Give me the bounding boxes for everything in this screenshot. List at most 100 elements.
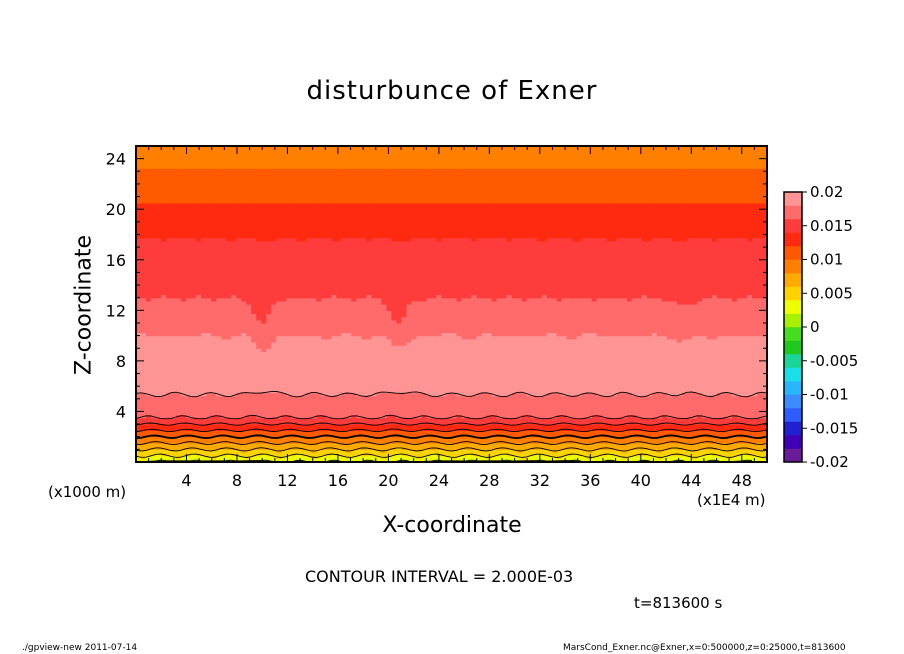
field-cell [256, 395, 262, 400]
field-cell [476, 389, 483, 394]
field-cell [671, 392, 678, 397]
field-cell [751, 439, 758, 444]
field-cell [446, 420, 453, 425]
field-cell [496, 414, 503, 419]
field-cell [736, 386, 743, 390]
field-cell [681, 395, 688, 400]
field-cell [161, 446, 167, 450]
field-cell [241, 427, 247, 431]
field-cell [191, 383, 197, 387]
field-cell [551, 373, 558, 378]
field-cell [696, 458, 703, 463]
field-cell [406, 367, 413, 371]
field-cell [156, 392, 162, 397]
field-cell [266, 367, 272, 371]
field-cell [271, 420, 277, 425]
field-cell [366, 373, 372, 378]
field-cell [661, 367, 668, 371]
field-cell [696, 364, 703, 368]
field-cell [751, 424, 758, 428]
field-cell [541, 398, 548, 403]
field-cell [231, 383, 237, 387]
field-cell [226, 360, 232, 365]
field-cell [351, 364, 357, 368]
field-cell [636, 443, 643, 447]
field-cell [641, 433, 648, 438]
field-cell [746, 411, 753, 416]
field-cell [391, 424, 398, 428]
field-cell [381, 386, 387, 390]
field-cell [426, 436, 433, 441]
field-cell [616, 401, 623, 406]
field-cell [486, 417, 493, 422]
field-cell [581, 401, 588, 406]
field-cell [296, 449, 302, 454]
field-cell [396, 417, 403, 422]
field-cell [466, 443, 473, 447]
field-cell [191, 408, 197, 413]
field-cell [501, 411, 508, 416]
field-cell [486, 392, 493, 397]
field-cell [161, 370, 167, 375]
field-cell [251, 364, 257, 368]
field-cell [261, 449, 267, 454]
field-cell [381, 458, 387, 463]
field-cell [456, 367, 463, 371]
field-cell [461, 370, 468, 375]
field-cell [751, 420, 758, 425]
field-cell [576, 367, 583, 371]
field-cell [416, 420, 423, 425]
field-cell [476, 370, 483, 375]
field-cell [381, 424, 387, 428]
field-cell [726, 411, 733, 416]
field-cell [696, 417, 703, 422]
field-cell [291, 386, 297, 390]
field-cell [646, 364, 653, 368]
field-cell [691, 411, 698, 416]
field-cell [361, 411, 367, 416]
field-cell [436, 449, 443, 454]
field-cell [211, 436, 217, 441]
field-cell [471, 383, 478, 387]
field-cell [461, 364, 468, 368]
field-cell [366, 408, 372, 413]
field-cell [316, 386, 322, 390]
field-cell [321, 376, 327, 381]
field-cell [361, 443, 367, 447]
field-cell [376, 376, 382, 381]
field-cell [691, 427, 698, 431]
field-cell [466, 389, 473, 394]
field-cell [261, 379, 267, 384]
field-cell [356, 392, 362, 397]
field-cell [471, 389, 478, 394]
field-cell [216, 411, 222, 416]
field-cell [501, 392, 508, 397]
field-cell [756, 367, 763, 371]
field-cell [261, 414, 267, 419]
field-cell [281, 433, 287, 438]
field-cell [631, 411, 638, 416]
field-cell [631, 392, 638, 397]
field-cell [176, 449, 182, 454]
field-cell [721, 449, 728, 454]
field-cell [511, 386, 518, 390]
field-cell [741, 449, 748, 454]
field-cell [751, 367, 758, 371]
field-cell [741, 364, 748, 368]
field-cell [551, 379, 558, 384]
field-cell [661, 417, 668, 422]
field-cell [156, 449, 162, 454]
field-cell [596, 376, 603, 381]
field-cell [371, 376, 377, 381]
field-cell [646, 443, 653, 447]
field-cell [586, 408, 593, 413]
field-cell [546, 430, 553, 435]
field-cell [236, 439, 242, 444]
field-cell [536, 373, 543, 378]
field-cell [401, 408, 408, 413]
field-cell [656, 398, 663, 403]
field-cell [146, 436, 152, 441]
field-cell [676, 405, 683, 409]
field-cell [316, 439, 322, 444]
field-cell [676, 436, 683, 441]
